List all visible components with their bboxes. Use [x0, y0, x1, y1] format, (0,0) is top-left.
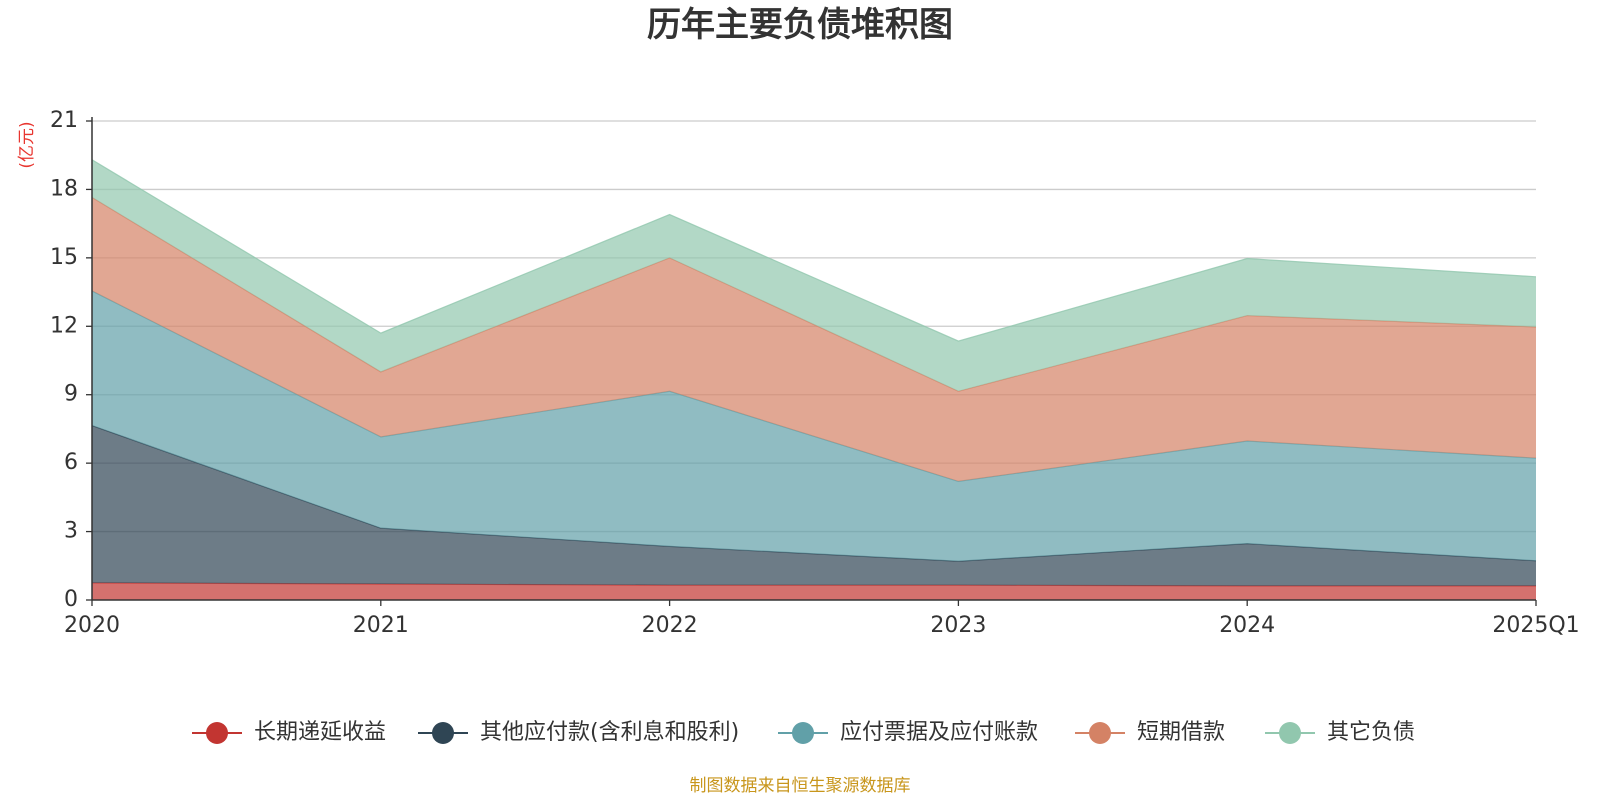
legend-marker: [792, 722, 814, 744]
y-tick-label: 3: [64, 519, 78, 544]
legend-item-4[interactable]: 其它负债: [1265, 720, 1415, 745]
area-series-3: [92, 197, 1536, 482]
stacked-areas: [91, 159, 1537, 600]
area-series-4: [92, 159, 1536, 392]
x-tick-label: 2021: [353, 613, 409, 638]
x-tick-label: 2023: [930, 613, 986, 638]
y-tick-label: 6: [64, 450, 78, 475]
y-tick-label: 21: [50, 108, 78, 133]
legend-marker: [1279, 722, 1301, 744]
legend[interactable]: 长期递延收益 其他应付款(含利息和股利) 应付票据及应付账款 短期借款 其它负债: [192, 720, 1415, 745]
area-series-0: [92, 582, 1536, 600]
y-axis-unit-label: (亿元): [17, 121, 37, 168]
y-tick-label: 9: [64, 382, 78, 407]
data-source-note: 制图数据来自恒生聚源数据库: [690, 776, 911, 796]
legend-marker: [206, 722, 228, 744]
y-tick-label: 0: [64, 587, 78, 612]
legend-item-0[interactable]: 长期递延收益: [192, 720, 386, 745]
legend-item-2[interactable]: 应付票据及应付账款: [778, 720, 1038, 745]
y-tick-label: 18: [50, 176, 78, 201]
legend-label: 应付票据及应付账款: [840, 720, 1038, 745]
area-series-2: [92, 290, 1536, 562]
legend-item-1[interactable]: 其他应付款(含利息和股利): [418, 720, 739, 745]
legend-marker: [432, 722, 454, 744]
area-series-1: [92, 425, 1536, 586]
chart-title: 历年主要负债堆积图: [647, 5, 953, 45]
legend-label: 长期递延收益: [254, 720, 386, 745]
legend-label: 其他应付款(含利息和股利): [480, 720, 739, 745]
legend-label: 其它负债: [1327, 720, 1415, 745]
x-tick-label: 2025Q1: [1492, 613, 1579, 638]
x-tick-label: 2022: [642, 613, 698, 638]
y-tick-label: 15: [50, 245, 78, 270]
x-tick-label: 2024: [1219, 613, 1275, 638]
legend-marker: [1089, 722, 1111, 744]
x-tick-label: 2020: [64, 613, 120, 638]
y-tick-label: 12: [50, 313, 78, 338]
legend-item-3[interactable]: 短期借款: [1075, 720, 1225, 745]
legend-label: 短期借款: [1137, 720, 1225, 745]
axes: 0 3 6 9 12 15 18 21 2020 2021 2022 2023 2024 2025Q1: [50, 108, 1580, 638]
area-series-line-4: [91, 159, 1537, 342]
